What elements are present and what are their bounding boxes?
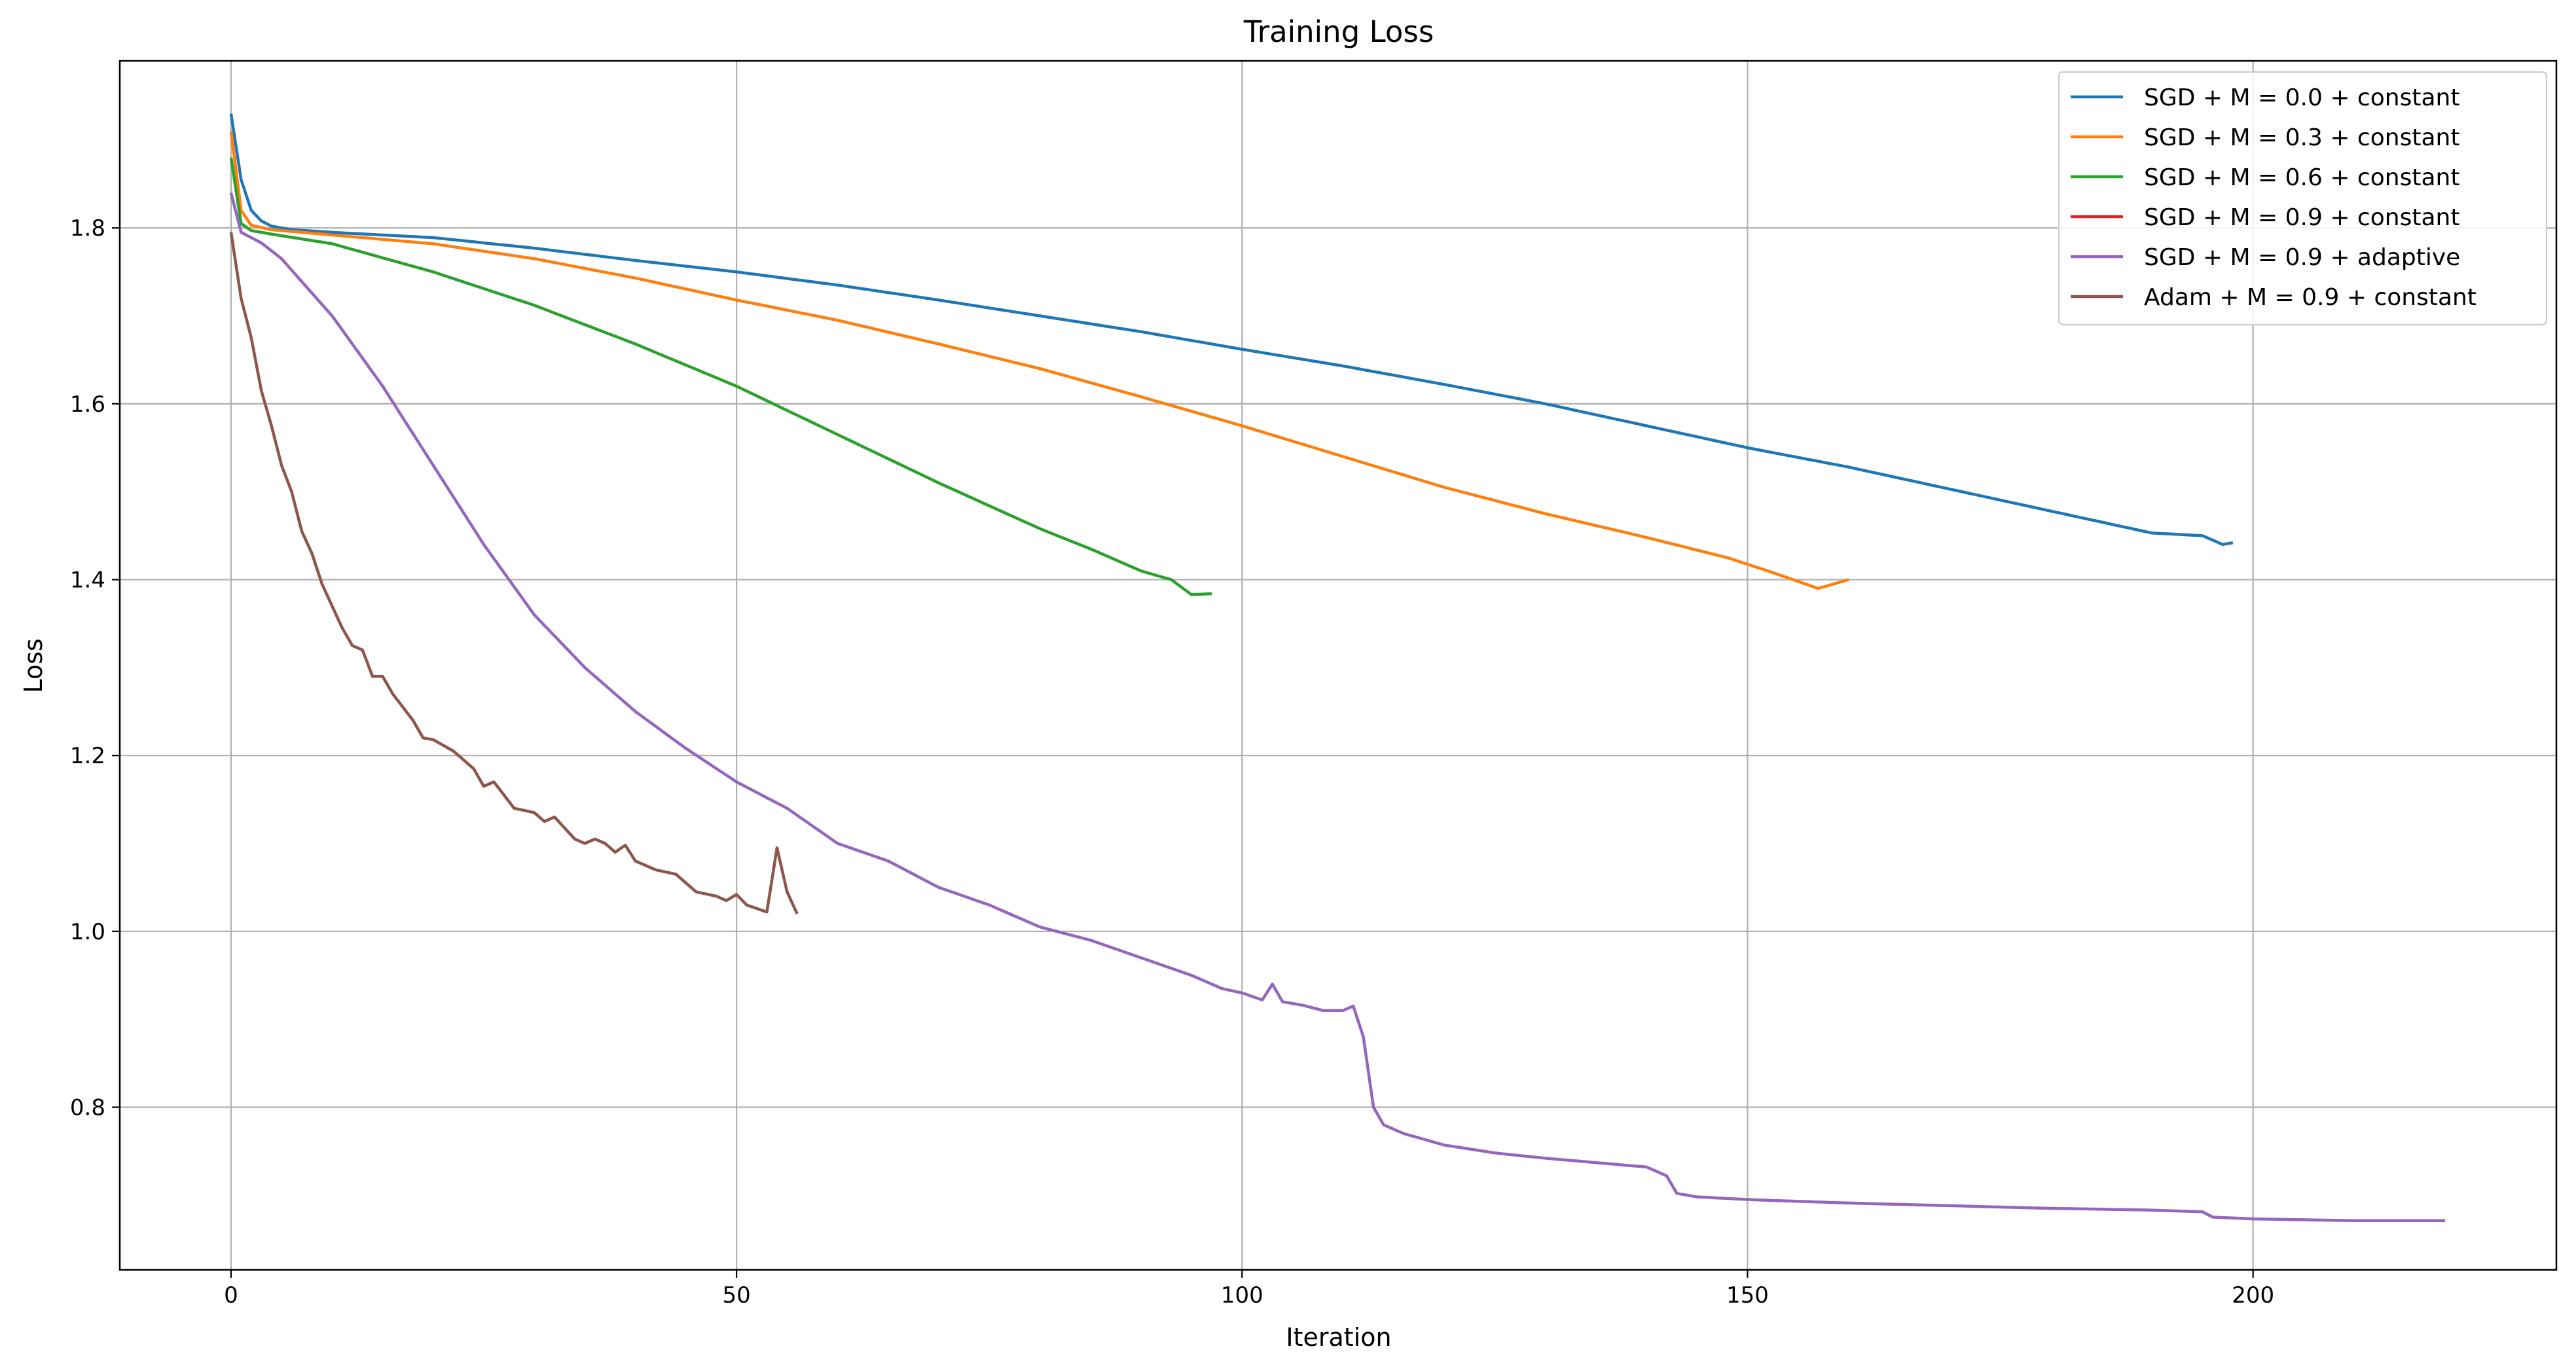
legend-label: SGD + M = 0.6 + constant: [2144, 164, 2459, 191]
axis-ticks: 0 50 100 150 200 0.8 1.0 1.2 1.4 1.6 1.8: [70, 215, 2274, 1309]
y-tick-label: 1.8: [70, 215, 105, 242]
series-line-4: [229, 192, 2446, 1223]
legend-label: SGD + M = 0.0 + constant: [2144, 84, 2459, 111]
series-line-2: [229, 157, 1212, 596]
x-tick-label: 50: [722, 1282, 750, 1309]
y-tick-label: 1.6: [70, 391, 105, 418]
chart-title: Training Loss: [1243, 14, 1434, 49]
x-tick-label: 200: [2232, 1282, 2274, 1309]
plot-area-frame: [118, 60, 2558, 1271]
series-line-0: [229, 113, 2234, 547]
x-tick-label: 0: [224, 1282, 238, 1309]
y-axis-label: Loss: [19, 638, 48, 693]
y-tick-label: 1.2: [70, 743, 105, 769]
x-tick-label: 100: [1221, 1282, 1263, 1309]
legend-box: [2058, 71, 2548, 326]
series-line-5: [229, 232, 799, 914]
x-tick-label: 150: [1726, 1282, 1769, 1309]
legend-label: SGD + M = 0.3 + constant: [2144, 124, 2459, 151]
legend-label: Adam + M = 0.9 + constant: [2144, 284, 2476, 311]
legend-label: SGD + M = 0.9 + constant: [2144, 204, 2459, 231]
y-tick-label: 1.0: [70, 919, 105, 945]
y-tick-label: 0.8: [70, 1094, 105, 1121]
series-line-1: [229, 131, 1849, 590]
legend: SGD + M = 0.0 + constant SGD + M = 0.3 + …: [2058, 71, 2548, 326]
legend-label: SGD + M = 0.9 + adaptive: [2144, 244, 2460, 271]
x-axis-label: Iteration: [1286, 1323, 1391, 1352]
y-tick-label: 1.4: [70, 568, 105, 594]
plot-series: [229, 113, 2446, 1223]
